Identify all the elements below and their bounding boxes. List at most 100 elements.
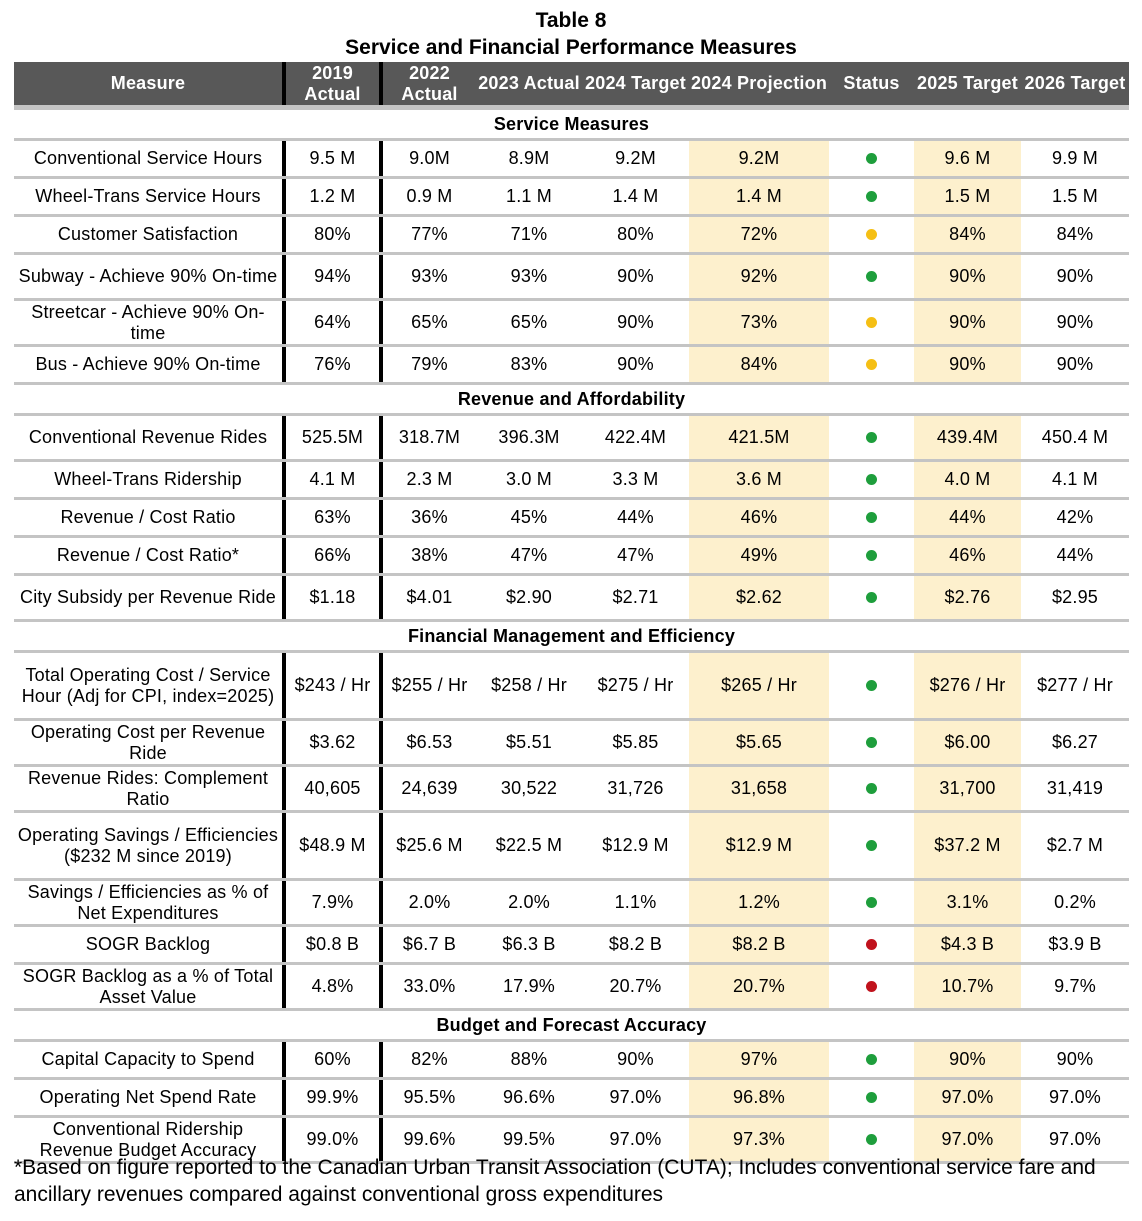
status-cell [829,576,914,619]
status-cell [829,965,914,1008]
table-row: Conventional Ridership Revenue Budget Ac… [14,1118,1129,1164]
value-cell: 83% [510,354,548,374]
value-cell: 90% [617,354,654,374]
value-cell: 9.0M [379,141,476,176]
target-cell: 9.7% [1054,976,1096,996]
value-cell: 0.9 M [379,179,476,214]
column-header: 2025 Target [917,73,1018,93]
target-cell: 4.0 M [914,462,1021,497]
section-title: Service Measures [493,113,650,134]
target-cell: $2.95 [1051,587,1099,607]
value-cell: 73% [689,301,829,344]
target-cell: 46% [914,538,1021,573]
table-row: Revenue / Cost Ratio* 66% 38% 47% 47% 49% 46% 4… [14,538,1129,576]
value-cell: $25.6 M [379,813,476,878]
measure-cell: Revenue / Cost Ratio* [56,545,240,565]
value-cell: 65% [510,312,548,332]
status-red-dot [866,939,877,950]
value-cell: 84% [689,347,829,382]
target-cell: 90% [1056,354,1094,374]
status-green-dot [866,1092,877,1103]
value-cell: $2.90 [505,587,553,607]
value-cell: $4.01 [379,576,476,619]
value-cell: 60% [282,1042,379,1077]
target-cell: $3.9 B [1048,934,1102,954]
value-cell: 422.4M [604,427,667,447]
status-green-dot [866,840,877,851]
value-cell: 1.2 M [282,179,379,214]
measure-cell: SOGR Backlog as a % of Total Asset Value [22,965,274,1007]
value-cell: 24,639 [379,767,476,810]
status-green-dot [866,550,877,561]
measure-cell: Operating Savings / Efficiencies ($232 M… [17,824,279,866]
value-cell: 88% [510,1049,548,1069]
status-green-dot [866,897,877,908]
value-cell: $48.9 M [282,813,379,878]
value-cell: 7.9% [282,881,379,924]
measure-cell: City Subsidy per Revenue Ride [20,587,276,607]
value-cell: 2.0% [508,892,550,912]
status-green-dot [866,783,877,794]
value-cell: $22.5 M [495,835,563,855]
table-row: Capital Capacity to Spend 60% 82% 88% 90% 97%… [14,1042,1129,1080]
value-cell: 94% [282,255,379,298]
table-row: SOGR Backlog $0.8 B $6.7 B $6.3 B $8.2 B $8.2… [14,927,1129,965]
target-cell: 90% [1056,266,1094,286]
value-cell: $6.53 [379,721,476,764]
table-row: Customer Satisfaction 80% 77% 71% 80% 72% 84% 8… [14,217,1129,255]
section-title: Financial Management and Efficiency [407,625,736,646]
target-cell: 1.5 M [914,179,1021,214]
value-cell: 396.3M [498,427,560,447]
measure-cell: Conventional Service Hours [33,148,263,168]
measure-cell: Wheel-Trans Ridership [54,469,242,489]
table-row: Wheel-Trans Ridership 4.1 M 2.3 M 3.0 M 3.3 … [14,462,1129,500]
table-row: Total Operating Cost / Service Hour (Adj… [14,653,1129,721]
target-cell: $2.76 [914,576,1021,619]
measure-cell: Subway - Achieve 90% On-time [18,266,278,286]
value-cell: 93% [379,255,476,298]
value-cell: 99.9% [282,1080,379,1115]
value-cell: 97% [689,1042,829,1077]
value-cell: 64% [282,301,379,344]
measure-cell: Revenue / Cost Ratio [60,507,236,527]
status-green-dot [866,737,877,748]
table-row: Bus - Achieve 90% On-time 76% 79% 83% 90% 84%… [14,347,1129,385]
value-cell: $6.7 B [379,927,476,962]
section-title: Revenue and Affordability [457,388,686,409]
target-cell: 44% [1056,545,1094,565]
status-cell [829,255,914,298]
status-cell [829,141,914,176]
status-green-dot [866,1134,877,1145]
value-cell: $1.18 [282,576,379,619]
status-cell [829,500,914,535]
value-cell: 3.6 M [689,462,829,497]
value-cell: 92% [689,255,829,298]
value-cell: 79% [379,347,476,382]
value-cell: 90% [617,1049,654,1069]
status-cell [829,179,914,214]
target-cell: $6.27 [1051,732,1099,752]
measure-cell: Wheel-Trans Service Hours [35,186,261,206]
value-cell: 9.5 M [282,141,379,176]
measure-cell: Bus - Achieve 90% On-time [35,354,261,374]
value-cell: $5.51 [505,732,553,752]
value-cell: 99.5% [502,1129,556,1149]
section-header-row: Revenue and Affordability [14,385,1129,416]
table-row: Operating Savings / Efficiencies ($232 M… [14,813,1129,881]
value-cell: $265 / Hr [689,653,829,718]
target-cell: 90% [1056,312,1094,332]
status-green-dot [866,271,877,282]
value-cell: $5.85 [612,732,659,752]
table-row: Operating Cost per Revenue Ride $3.62 $6.5… [14,721,1129,767]
column-header: Status [843,73,900,93]
status-yellow-dot [866,229,877,240]
table-row: Streetcar - Achieve 90% On-time 64% 65% 65%… [14,301,1129,347]
target-cell: 3.1% [914,881,1021,924]
value-cell: 9.2M [689,141,829,176]
table-title: Table 8 [535,9,607,32]
status-cell [829,653,914,718]
target-cell: $2.7 M [1046,835,1104,855]
value-cell: 9.2M [615,148,656,168]
measure-cell: Operating Cost per Revenue Ride [30,721,266,763]
value-cell: $0.8 B [282,927,379,962]
